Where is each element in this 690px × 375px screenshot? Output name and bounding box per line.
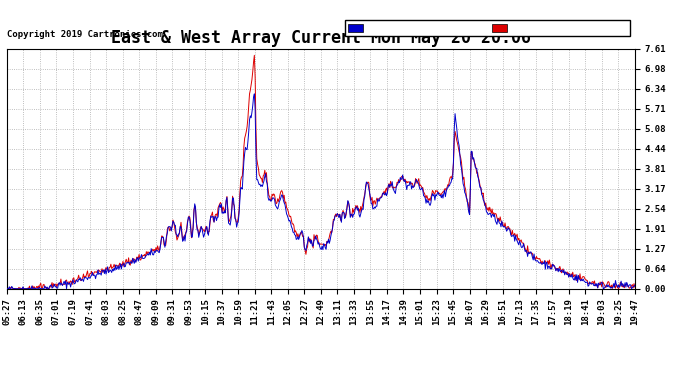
- Text: Copyright 2019 Cartronics.com: Copyright 2019 Cartronics.com: [7, 30, 163, 39]
- Title: East & West Array Current Mon May 20 20:06: East & West Array Current Mon May 20 20:…: [111, 29, 531, 47]
- Legend: East Array  (DC Amps), West Array (DC Amps): East Array (DC Amps), West Array (DC Amp…: [345, 20, 630, 36]
